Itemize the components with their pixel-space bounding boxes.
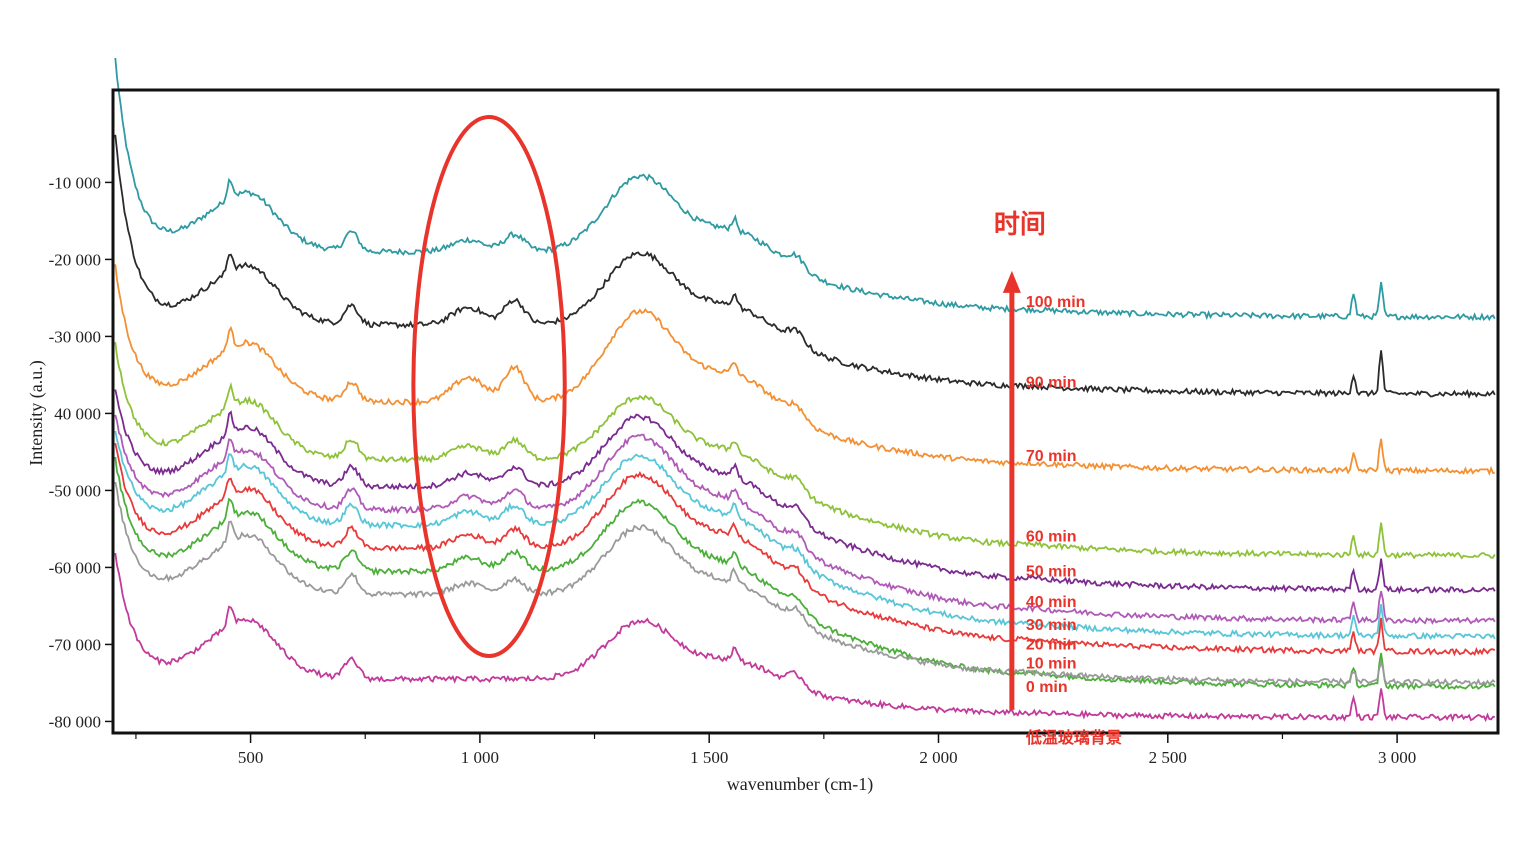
x-tick-label-4: 2 500 <box>1149 748 1187 767</box>
y-axis-title: Intensity (a.u.) <box>26 360 47 465</box>
series-line-4 <box>114 389 1496 595</box>
series-label-9: 0 min <box>1026 679 1068 696</box>
plot-frame <box>111 88 1500 735</box>
series-label-1: 90 min <box>1026 375 1077 392</box>
y-tick-label-5: -60 000 <box>49 558 101 577</box>
highlight-ellipse <box>411 114 567 658</box>
series-label-layer: 100 min 90 min 70 min 60 min 50 min 40 min 30 … <box>1026 294 1086 696</box>
series-label-0: 100 min <box>1026 294 1086 311</box>
x-axis-title: wavenumber (cm-1) <box>727 774 873 795</box>
series-line-3 <box>114 342 1496 560</box>
y-tick-label-7: -80 000 <box>49 712 101 731</box>
series-line-8 <box>114 456 1496 691</box>
series-label-6: 30 min <box>1026 617 1077 634</box>
x-tick-label-5: 3 000 <box>1378 748 1416 767</box>
y-tick-label-2: -30 000 <box>49 327 101 346</box>
y-tick-label-6: -70 000 <box>49 635 101 654</box>
series-label-7: 20 min <box>1026 636 1077 653</box>
series-label-3: 60 min <box>1026 529 1077 546</box>
y-tick-label-4: -50 000 <box>49 481 101 500</box>
series-line-1 <box>114 134 1496 399</box>
series-line-10 <box>114 552 1495 723</box>
series-line-6 <box>114 430 1496 641</box>
series-line-9 <box>114 481 1496 687</box>
y-tick-label-3: 40 000 <box>54 404 101 423</box>
series-label-4: 50 min <box>1026 563 1077 580</box>
x-tick-label-3: 2 000 <box>919 748 957 767</box>
series-line-0 <box>114 57 1496 322</box>
series-line-7 <box>114 443 1496 657</box>
time-arrow-head <box>1002 270 1021 293</box>
axis-layer: 500 1 000 1 500 2 000 2 500 3 000 -10 000 -20 0… <box>49 173 1417 767</box>
y-tick-label-0: -10 000 <box>49 173 101 192</box>
time-arrow-label: 时间 <box>994 210 1046 240</box>
y-tick-label-1: -20 000 <box>49 250 101 269</box>
series-label-8: 10 min <box>1026 656 1077 673</box>
x-tick-label-2: 1 500 <box>690 748 728 767</box>
series-label-2: 70 min <box>1026 448 1077 465</box>
x-tick-label-0: 500 <box>238 748 264 767</box>
x-tick-label-1: 1 000 <box>461 748 499 767</box>
background-label: 低温玻璃背景 <box>1025 728 1122 747</box>
series-line-5 <box>114 414 1496 625</box>
series-label-5: 40 min <box>1026 594 1077 611</box>
series-line-2 <box>114 264 1495 476</box>
series-layer <box>114 57 1496 723</box>
annotation-layer: 时间 低温玻璃背景 <box>411 114 1122 747</box>
